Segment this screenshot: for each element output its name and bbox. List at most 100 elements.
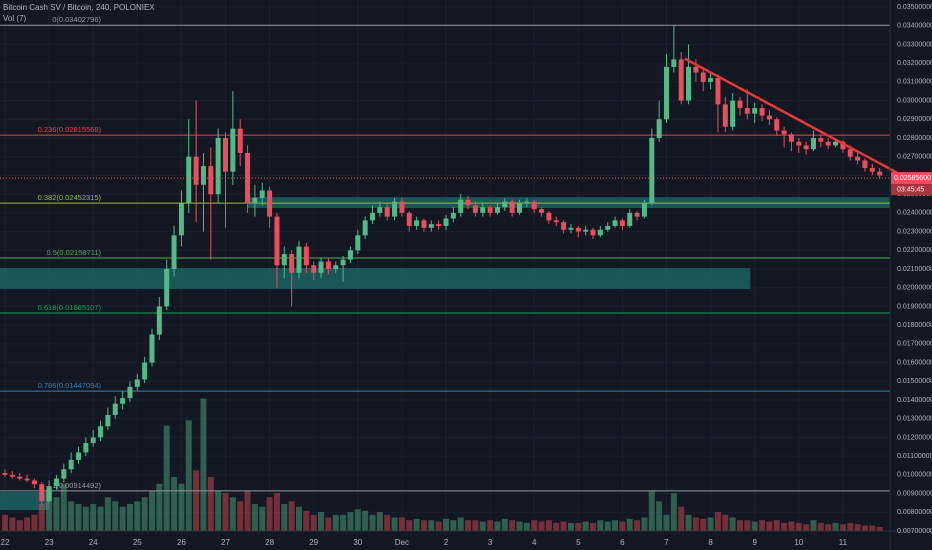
volume-bar: [626, 518, 633, 531]
candle-body: [517, 203, 522, 213]
candle-body: [178, 203, 184, 236]
x-tick-label: 8: [708, 538, 713, 547]
candle-body: [825, 141, 831, 146]
candle-body: [693, 66, 699, 73]
candle-body: [355, 235, 361, 251]
y-tick-label: 0.02000000: [897, 285, 932, 292]
candle-body: [421, 220, 427, 228]
last-price-box: [891, 172, 932, 185]
candle-body: [509, 201, 515, 213]
volume-bar: [251, 504, 258, 531]
candle-body: [722, 104, 728, 127]
axis: 0.00700000 0.00800000 0.00900000 0.01000000…: [1, 4, 932, 547]
volume-bar: [450, 520, 457, 531]
candle-body: [634, 212, 640, 217]
volume-bar: [810, 520, 817, 531]
candle-body: [428, 224, 434, 228]
volume-bar: [597, 520, 604, 531]
volume-bar: [428, 520, 435, 531]
candle-body: [766, 115, 772, 120]
y-tick-label: 0.03400000: [897, 23, 932, 30]
volume-bar: [435, 521, 442, 531]
volume-bar: [156, 483, 163, 531]
x-tick-label: 5: [576, 538, 581, 547]
candle-body: [245, 152, 251, 204]
y-tick-label: 0.01500000: [897, 378, 932, 385]
zones: [0, 197, 891, 511]
candle-body: [605, 225, 611, 230]
candle-body: [134, 379, 140, 387]
candle-body: [90, 437, 96, 444]
volume-bar: [384, 514, 391, 531]
volume-bar: [60, 483, 67, 531]
x-tick-label: 11: [839, 538, 848, 547]
candle-body: [472, 205, 478, 213]
candle-body: [156, 306, 162, 335]
candle-body: [597, 229, 603, 236]
volume-bar: [237, 501, 244, 531]
volume-bar: [612, 520, 619, 531]
candle-body: [811, 138, 816, 150]
volume-bar: [46, 490, 53, 531]
volume-bar: [538, 521, 545, 531]
volume-bar: [24, 517, 31, 531]
candle-body: [370, 212, 375, 221]
x-tick-label: 24: [89, 538, 98, 547]
x-tick-label: 4: [532, 538, 537, 547]
x-tick-label: 7: [664, 538, 669, 547]
candle-body: [362, 220, 368, 236]
volume-bar: [876, 526, 883, 531]
volume-bar: [398, 517, 405, 531]
volume-bar: [663, 514, 670, 531]
candle-body: [414, 220, 420, 226]
volume-bar: [112, 501, 119, 531]
y-tick-label: 0.01200000: [897, 434, 932, 441]
x-tick-label: Dec: [395, 538, 409, 547]
fib-label: 0.236(0.02815568): [38, 125, 102, 134]
candle-body: [193, 156, 199, 185]
volume-bar: [303, 510, 310, 531]
candle-body: [259, 190, 265, 198]
y-tick-label: 0.02200000: [897, 247, 932, 254]
volume-bar: [406, 520, 413, 531]
candle-body: [68, 459, 74, 470]
volume-bar: [222, 493, 229, 531]
candle-body: [796, 141, 802, 146]
volume-bar: [590, 522, 596, 531]
candle-body: [164, 269, 170, 307]
candle-body: [715, 78, 721, 105]
candle-body: [31, 480, 37, 485]
candle-body: [803, 145, 809, 150]
volume-bar: [567, 522, 574, 531]
candle-body: [325, 261, 331, 269]
volume-bar: [670, 493, 677, 531]
volume-bar: [817, 522, 824, 531]
y-tick-label: 0.01600000: [897, 359, 932, 366]
candle-body: [149, 334, 155, 363]
candle-body: [531, 201, 537, 210]
x-tick-label: 28: [265, 538, 274, 547]
candle-body: [781, 130, 787, 135]
trendline: [684, 57, 898, 174]
candle-body: [840, 141, 846, 150]
x-tick-label: 23: [45, 538, 54, 547]
candle-body: [583, 229, 589, 232]
candle-body: [318, 261, 324, 273]
candle-body: [223, 138, 228, 172]
volume-bar: [185, 420, 192, 531]
candle-body: [480, 207, 486, 213]
volume-bar: [847, 522, 854, 531]
candle-body: [450, 212, 456, 219]
candle-body: [443, 218, 449, 226]
volume-bar: [714, 512, 721, 531]
volume-bar: [200, 398, 207, 531]
fib-label: 0.786(0.01447094): [38, 381, 102, 390]
volume-bar: [509, 520, 516, 531]
volume-bar: [744, 520, 751, 531]
candle-body: [774, 119, 780, 131]
candle-body: [494, 207, 500, 213]
volume-bar: [38, 504, 45, 531]
volume-bar: [325, 517, 332, 531]
volume-bar: [781, 522, 788, 531]
candle-body: [664, 66, 669, 120]
